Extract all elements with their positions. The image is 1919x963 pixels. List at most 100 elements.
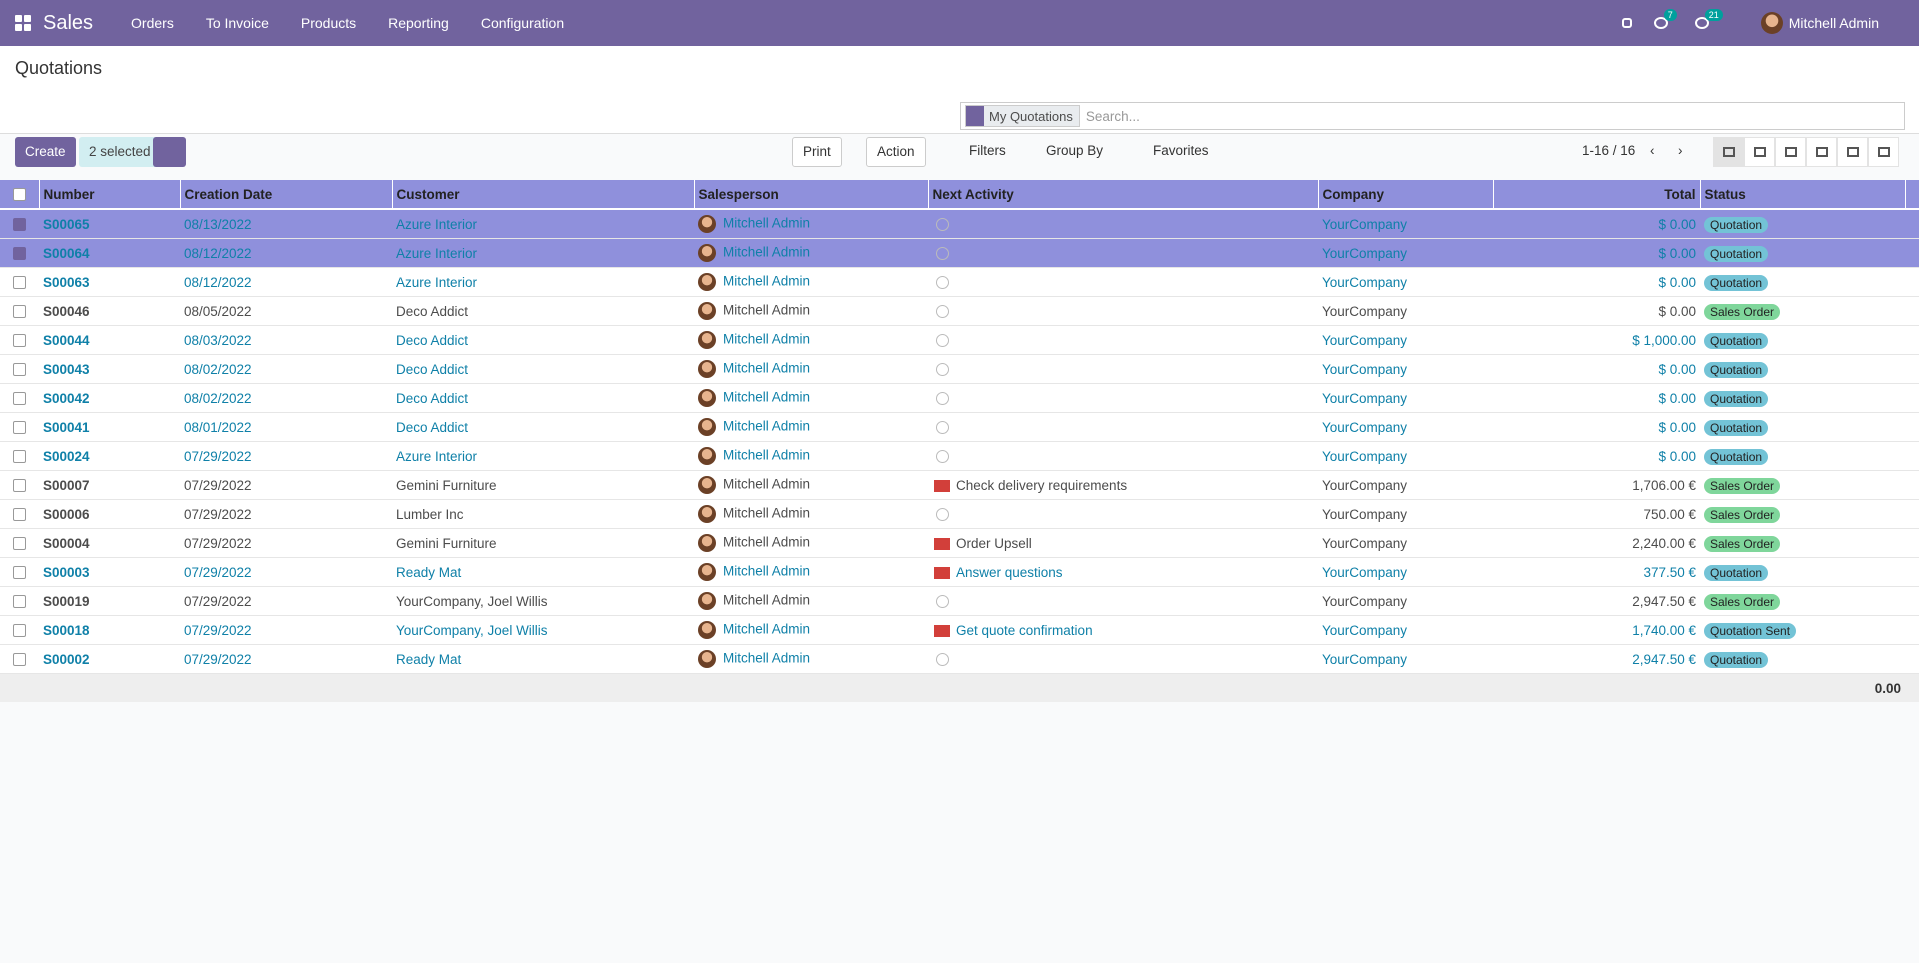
table-row[interactable]: S00019 07/29/2022 YourCompany, Joel Willis… (0, 586, 1919, 616)
table-row[interactable]: S00063 08/12/2022 Azure Interior Mitchell A… (0, 267, 1919, 297)
creation-date: 07/29/2022 (180, 586, 392, 616)
table-row[interactable]: S00065 08/13/2022 Azure Interior Mitchell A… (0, 209, 1919, 239)
row-checkbox[interactable] (13, 217, 26, 231)
select-all-button[interactable] (153, 137, 186, 167)
menu-item[interactable]: Configuration (480, 15, 565, 31)
column-header[interactable]: Next Activity (928, 180, 1319, 210)
user-name[interactable]: Mitchell Admin (1788, 15, 1879, 31)
apps-menu-icon[interactable] (15, 15, 31, 31)
column-header[interactable]: Creation Date (180, 180, 393, 210)
activities-icon[interactable] (1694, 17, 1709, 29)
row-checkbox[interactable] (13, 652, 26, 666)
activity-clock-icon[interactable] (936, 508, 949, 522)
row-checkbox[interactable] (13, 275, 26, 289)
table-row[interactable]: S00018 07/29/2022 YourCompany, Joel Willis… (0, 615, 1919, 645)
order-number: S00064 (39, 238, 180, 268)
row-checkbox[interactable] (13, 304, 26, 318)
table-row[interactable]: S00042 08/02/2022 Deco Addict Mitchell Admi… (0, 383, 1919, 413)
column-options[interactable] (1905, 180, 1919, 210)
activity-icon[interactable] (934, 479, 950, 492)
messages-icon[interactable] (1653, 17, 1668, 29)
activity-clock-icon[interactable] (936, 363, 949, 377)
table-row[interactable]: S00046 08/05/2022 Deco Addict Mitchell Admi… (0, 296, 1919, 326)
row-checkbox[interactable] (13, 449, 26, 463)
column-header[interactable]: Salesperson (694, 180, 929, 210)
column-header[interactable]: Total (1493, 180, 1701, 210)
print-button[interactable]: Print (792, 137, 842, 167)
menu-item[interactable]: To Invoice (205, 15, 269, 31)
row-checkbox[interactable] (13, 507, 26, 521)
action-button[interactable]: Action (866, 137, 926, 167)
graph-view-button[interactable] (1837, 137, 1868, 167)
table-row[interactable]: S00002 07/29/2022 Ready Mat Mitchell Admin Y… (0, 644, 1919, 674)
activity-clock-icon[interactable] (936, 392, 949, 406)
total: 2,240.00 € (1493, 528, 1700, 558)
total: $ 0.00 (1493, 238, 1700, 268)
row-checkbox[interactable] (13, 362, 26, 376)
row-checkbox[interactable] (13, 420, 26, 434)
company: YourCompany (1318, 615, 1493, 645)
activity-clock-icon[interactable] (936, 653, 949, 667)
activity-icon[interactable] (934, 624, 950, 637)
customer: Deco Addict (392, 412, 694, 442)
pivot-view-button[interactable] (1806, 137, 1837, 167)
kanban-view-button[interactable] (1744, 137, 1775, 167)
user-avatar[interactable] (1760, 12, 1783, 34)
row-checkbox[interactable] (13, 594, 26, 608)
group-by-button[interactable]: Group By (1046, 143, 1104, 158)
activity-clock-icon[interactable] (936, 247, 949, 261)
search-placeholder: Search... (1085, 108, 1140, 124)
activity-clock-icon[interactable] (936, 305, 949, 319)
select-all[interactable] (0, 180, 40, 210)
table-row[interactable]: S00024 07/29/2022 Azure Interior Mitchell A… (0, 441, 1919, 471)
salesperson-cell: Mitchell Admin (694, 325, 928, 355)
activity-clock-icon[interactable] (936, 595, 949, 609)
menu-item[interactable]: Reporting (388, 15, 449, 31)
list-view-button[interactable] (1713, 137, 1744, 167)
activity-clock-icon[interactable] (936, 334, 949, 348)
activity-clock-icon[interactable] (936, 421, 949, 435)
row-checkbox[interactable] (13, 333, 26, 347)
calendar-view-button[interactable] (1775, 137, 1806, 167)
search-box[interactable]: My Quotations Search... (960, 102, 1905, 130)
status-cell: Sales Order (1700, 586, 1905, 616)
table-row[interactable]: S00003 07/29/2022 Ready Mat Mitchell Admin A… (0, 557, 1919, 587)
row-checkbox[interactable] (13, 246, 26, 260)
column-header[interactable]: Number (39, 180, 181, 210)
table-row[interactable]: S00044 08/03/2022 Deco Addict Mitchell Admi… (0, 325, 1919, 355)
table-row[interactable]: S00006 07/29/2022 Lumber Inc Mitchell Admin… (0, 499, 1919, 529)
favorites-button[interactable]: Favorites (1153, 143, 1209, 158)
row-checkbox[interactable] (13, 478, 26, 492)
column-header[interactable]: Status (1700, 180, 1906, 210)
activity-icon[interactable] (934, 537, 950, 550)
search-facet[interactable]: My Quotations (965, 105, 1080, 127)
table-row[interactable]: S00007 07/29/2022 Gemini Furniture Mitchell… (0, 470, 1919, 500)
row-checkbox[interactable] (13, 565, 26, 579)
create-button[interactable]: Create (15, 137, 76, 167)
table-row[interactable]: S00043 08/02/2022 Deco Addict Mitchell Admi… (0, 354, 1919, 384)
table-row[interactable]: S00064 08/12/2022 Azure Interior Mitchell A… (0, 238, 1919, 268)
table-row[interactable]: S00041 08/01/2022 Deco Addict Mitchell Admi… (0, 412, 1919, 442)
activity-icon[interactable] (934, 566, 950, 579)
filters-button[interactable]: Filters (969, 143, 1006, 158)
row-checkbox[interactable] (13, 391, 26, 405)
menu-item[interactable]: Products (300, 15, 357, 31)
salesperson-cell: Mitchell Admin (694, 528, 928, 558)
next-activity-cell (928, 209, 1318, 239)
activity-clock-icon[interactable] (936, 218, 949, 232)
menu-item[interactable]: Orders (131, 15, 174, 31)
column-header[interactable]: Customer (392, 180, 695, 210)
row-checkbox[interactable] (13, 623, 26, 637)
table-row[interactable]: S00004 07/29/2022 Gemini Furniture Mitchell… (0, 528, 1919, 558)
column-header[interactable]: Company (1318, 180, 1494, 210)
row-checkbox[interactable] (13, 536, 26, 550)
activity-view-button[interactable] (1868, 137, 1899, 167)
pager-next[interactable]: › (1678, 143, 1683, 158)
pager-prev[interactable]: ‹ (1650, 143, 1655, 158)
salesperson-cell: Mitchell Admin (694, 615, 928, 645)
debug-icon[interactable] (1621, 18, 1632, 28)
activity-clock-icon[interactable] (936, 450, 949, 464)
activity-clock-icon[interactable] (936, 276, 949, 290)
app-name[interactable]: Sales (43, 11, 94, 34)
